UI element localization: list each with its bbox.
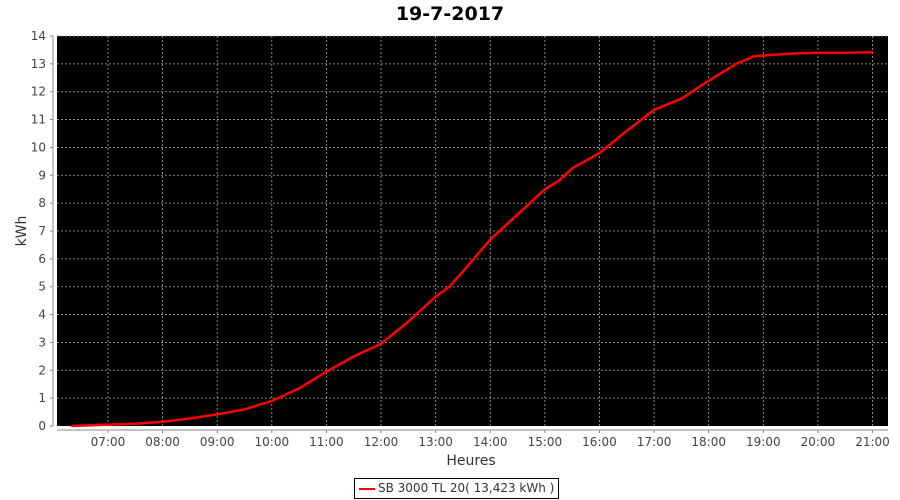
y-tick-label: 7 (38, 224, 46, 238)
data-point (462, 270, 464, 273)
data-point (189, 417, 191, 420)
y-tick-label: 5 (38, 280, 46, 294)
data-point (516, 213, 519, 216)
y-tick-label: 10 (31, 140, 46, 154)
y-tick-label: 6 (38, 252, 46, 266)
x-tick-label: 13:00 (418, 435, 453, 449)
data-point (134, 422, 137, 425)
data-point (680, 97, 683, 100)
data-point (557, 180, 560, 182)
data-point (161, 421, 164, 423)
x-tick-label: 18:00 (691, 435, 726, 449)
data-point (789, 52, 792, 55)
data-point (598, 152, 601, 154)
data-point (753, 55, 756, 57)
x-tick-label: 21:00 (855, 435, 890, 449)
y-tick-label: 13 (31, 57, 46, 71)
chart-title: 19-7-2017 (395, 3, 505, 25)
x-tick-label: 07:00 (91, 435, 126, 449)
data-point (434, 295, 437, 298)
data-point (571, 167, 573, 170)
x-tick-label: 15:00 (528, 435, 563, 449)
y-tick-label: 4 (38, 308, 46, 322)
y-tick-label: 1 (38, 391, 46, 405)
x-tick-label: 19:00 (746, 435, 781, 449)
data-point (489, 238, 492, 241)
y-tick-label: 12 (31, 85, 46, 99)
data-point (844, 51, 847, 54)
data-point (448, 285, 451, 288)
legend-label: SB 3000 TL 20( 13,423 kWh ) (378, 481, 555, 495)
data-point (352, 355, 355, 358)
data-point (762, 54, 765, 57)
data-point (707, 79, 710, 82)
data-point (653, 109, 655, 111)
x-tick-label: 17:00 (637, 435, 672, 449)
data-point (298, 387, 300, 390)
data-point (216, 413, 218, 416)
data-point (271, 400, 273, 402)
x-tick-label: 09:00 (200, 435, 235, 449)
y-tick-label: 2 (38, 363, 46, 377)
y-tick-label: 3 (38, 335, 46, 349)
y-tick-label: 8 (38, 196, 46, 210)
data-point (107, 423, 109, 426)
x-tick-label: 12:00 (364, 435, 399, 449)
x-tick-label: 11:00 (309, 435, 344, 449)
x-tick-label: 16:00 (582, 435, 617, 449)
x-tick-label: 10:00 (255, 435, 290, 449)
data-point (544, 188, 546, 191)
data-point (407, 320, 410, 323)
data-point (735, 63, 737, 65)
data-point (243, 408, 246, 411)
data-point (625, 129, 628, 132)
data-point (70, 425, 73, 427)
y-axis-label: kWh (14, 216, 30, 247)
x-tick-label: 08:00 (145, 435, 180, 449)
y-tick-label: 11 (31, 113, 46, 127)
data-point (871, 51, 874, 53)
x-tick-label: 14:00 (473, 435, 508, 449)
data-point (325, 370, 328, 373)
data-point (817, 51, 819, 54)
legend-swatch (359, 487, 375, 490)
y-tick-label: 9 (38, 168, 46, 182)
x-tick-label: 20:00 (801, 435, 836, 449)
data-point (380, 343, 382, 345)
y-tick-label: 0 (38, 419, 46, 433)
x-axis-label: Heures (446, 453, 495, 469)
y-tick-label: 14 (31, 29, 46, 43)
legend: SB 3000 TL 20( 13,423 kWh ) (354, 478, 560, 499)
